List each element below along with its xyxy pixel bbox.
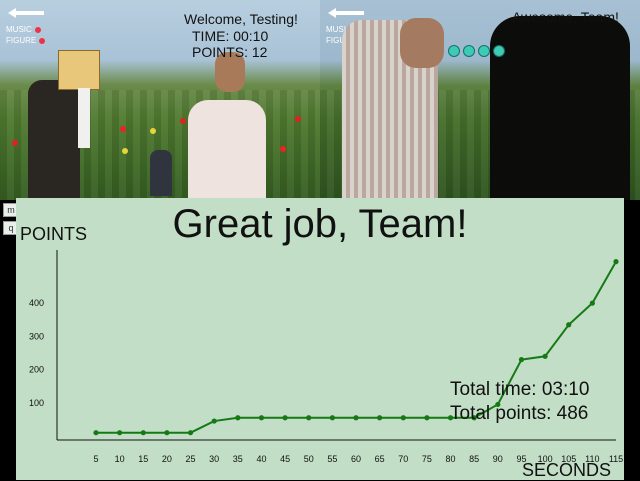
figure-label: FIGURE — [6, 36, 37, 45]
x-tick-label: 60 — [351, 454, 361, 464]
flower — [295, 116, 301, 122]
flower — [122, 148, 128, 154]
left-game-view: MUSIC FIGURE Welcome, Testing! TIME: 00:… — [0, 0, 320, 200]
left-hud-options: MUSIC FIGURE — [6, 24, 46, 46]
x-tick-label: 50 — [304, 454, 314, 464]
figure-toggle[interactable]: FIGURE — [6, 35, 46, 46]
data-point — [495, 401, 501, 408]
flower — [120, 126, 126, 132]
x-tick-label: 10 — [115, 454, 125, 464]
music-label: MUSIC — [6, 25, 32, 34]
blocky-avatar-head — [58, 50, 100, 90]
data-point — [353, 415, 359, 421]
right-game-view: MUSIC FIGURE Awesome, Team! — [320, 0, 640, 200]
x-tick-label: 105 — [561, 454, 576, 464]
figure-status-icon — [39, 37, 46, 44]
data-point — [447, 415, 454, 421]
total-points: Total points: 486 — [450, 403, 589, 424]
bystander-figure — [150, 150, 172, 196]
x-tick-label: 115 — [609, 454, 623, 464]
data-point — [282, 415, 288, 421]
data-point — [329, 415, 335, 421]
x-tick-label: 25 — [186, 454, 196, 464]
data-point — [471, 415, 477, 421]
points-readout: POINTS: 12 — [192, 44, 268, 60]
x-tick-label: 80 — [446, 454, 456, 464]
gem-row — [448, 44, 508, 62]
data-point — [377, 415, 383, 421]
x-tick-label: 75 — [422, 454, 432, 464]
y-tick-label: 400 — [29, 298, 44, 308]
gem-icon — [478, 45, 490, 57]
data-point — [211, 418, 217, 424]
music-status-icon — [34, 26, 41, 33]
x-tick-label: 40 — [256, 454, 266, 464]
data-point — [566, 322, 572, 328]
x-tick-label: 100 — [538, 454, 553, 464]
flower — [180, 118, 186, 124]
data-point — [589, 300, 595, 306]
time-readout: TIME: 00:10 — [192, 28, 269, 44]
flower — [280, 146, 286, 152]
x-tick-label: 45 — [280, 454, 290, 464]
game-logo-icon — [8, 8, 44, 18]
y-tick-label: 200 — [29, 365, 44, 375]
data-point — [258, 415, 265, 421]
x-tick-label: 20 — [162, 454, 172, 464]
y-tick-label: 300 — [29, 331, 44, 341]
x-tick-label: 15 — [138, 454, 148, 464]
music-label: MUSIC — [326, 25, 352, 34]
gem-icon — [493, 45, 505, 57]
data-point — [400, 415, 406, 421]
x-tick-label: 95 — [516, 454, 526, 464]
x-tick-label: 30 — [209, 454, 219, 464]
depth-silhouette — [490, 16, 630, 200]
x-tick-label: 55 — [327, 454, 337, 464]
data-point — [140, 430, 146, 436]
data-point — [235, 415, 241, 421]
flower — [12, 140, 18, 146]
x-tick-label: 35 — [233, 454, 243, 464]
right-hud-options: MUSIC FIGURE — [326, 24, 356, 46]
figure-label: FIGURE — [326, 36, 356, 45]
avatar-arm — [78, 88, 90, 148]
player-figure — [28, 80, 80, 200]
x-tick-label: 110 — [585, 454, 599, 464]
x-tick-label: 65 — [375, 454, 385, 464]
y-tick-label: 100 — [29, 398, 44, 408]
x-tick-label: 70 — [398, 454, 408, 464]
team-message: Awesome, Team! — [512, 9, 619, 25]
data-point — [117, 430, 123, 436]
welcome-message: Welcome, Testing! — [184, 11, 298, 27]
x-tick-label: 85 — [469, 454, 479, 464]
player-head — [400, 18, 444, 68]
data-point — [613, 259, 619, 265]
data-point — [542, 353, 548, 359]
y-axis-title: POINTS — [20, 224, 88, 244]
results-heading: Great job, Team! — [172, 202, 468, 246]
data-point — [306, 415, 312, 421]
data-point — [187, 430, 194, 436]
data-point — [424, 415, 430, 421]
figure-toggle[interactable]: FIGURE — [326, 35, 356, 46]
music-toggle[interactable]: MUSIC — [326, 24, 356, 35]
flower — [150, 128, 156, 134]
total-time: Total time: 03:10 — [450, 379, 590, 400]
gem-icon — [463, 45, 475, 57]
x-axis-title: SECONDS — [522, 460, 612, 480]
x-tick-label: 90 — [493, 454, 503, 464]
music-toggle[interactable]: MUSIC — [6, 24, 45, 35]
side-tab-m[interactable]: m — [3, 203, 19, 217]
player-person — [188, 100, 266, 200]
data-point — [518, 357, 525, 363]
gem-icon — [448, 45, 460, 57]
data-point — [93, 430, 99, 436]
game-logo-icon — [328, 8, 364, 18]
x-tick-label: 5 — [93, 454, 98, 464]
data-point — [164, 430, 170, 436]
player-head — [215, 52, 245, 92]
